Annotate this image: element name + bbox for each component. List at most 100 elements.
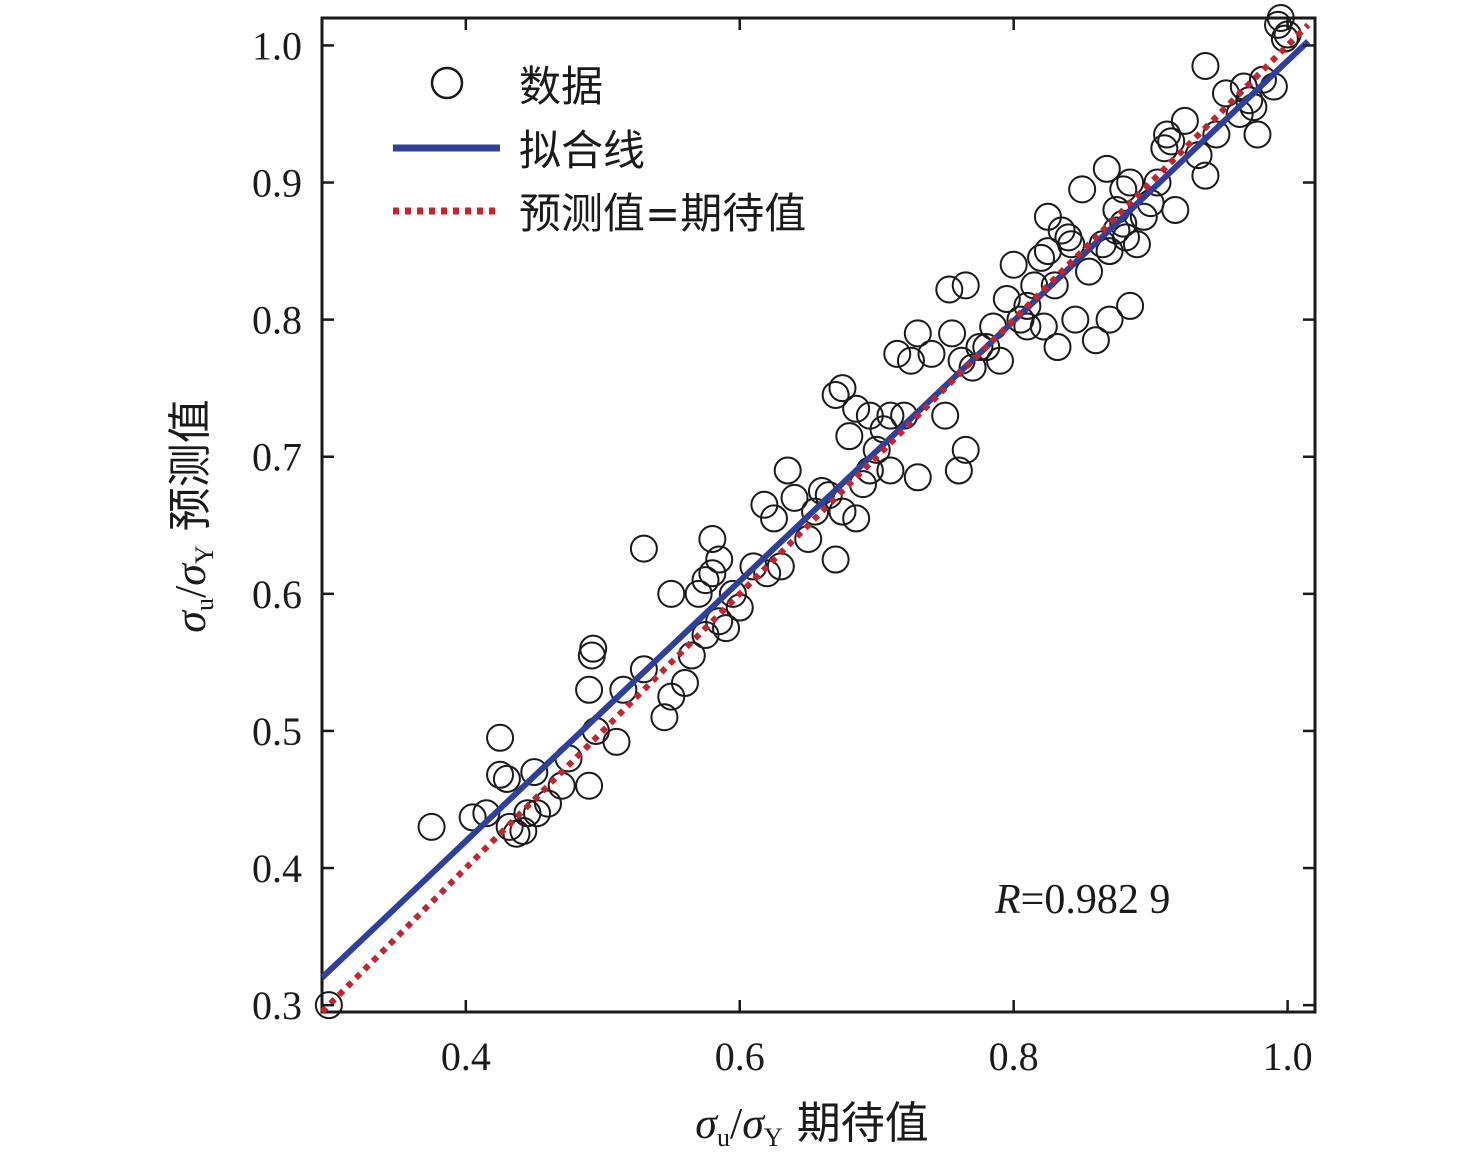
data-point [486, 723, 515, 752]
y-tick-label: 0.6 [252, 572, 302, 617]
x-label-sub-u: u [717, 1123, 730, 1152]
data-point [862, 435, 891, 464]
y-label-text: 预测值 [165, 399, 216, 545]
data-point [992, 285, 1021, 314]
data-point [1191, 51, 1220, 80]
data-point [750, 490, 779, 519]
data-points-layer [314, 4, 1302, 1020]
data-point [1266, 4, 1295, 32]
plot-frame [320, 16, 1317, 1014]
axis-ticks-layer: 0.4 0.6 0.8 1.0 0.3 0.4 0.5 0.6 0.7 0.8 0.9 1.0 [252, 18, 1315, 1079]
data-point [1225, 99, 1254, 128]
data-point [1047, 216, 1076, 245]
legend-label-fit-line: 拟合线 [519, 126, 645, 175]
data-point [1061, 305, 1090, 334]
x-label-slash: / [730, 1099, 743, 1148]
data-point [1116, 291, 1145, 320]
r-value-annotation: R=0.982 9 [994, 877, 1170, 923]
data-point [794, 524, 823, 553]
data-point [917, 339, 946, 368]
data-point [835, 422, 864, 451]
legend-label-identity-line: 预测值=期待值 [519, 189, 806, 238]
y-tick-label: 0.5 [252, 709, 302, 754]
data-point [903, 319, 932, 348]
data-point [691, 566, 720, 595]
data-point [883, 339, 912, 368]
data-point [533, 789, 562, 818]
data-point [985, 346, 1014, 375]
data-point [1143, 168, 1172, 197]
data-point [1202, 120, 1231, 149]
data-point [509, 817, 538, 846]
data-point [1161, 195, 1190, 224]
x-tick-label: 1.0 [1263, 1034, 1313, 1079]
data-point [801, 497, 830, 526]
data-point [842, 504, 871, 533]
data-point [935, 275, 964, 304]
y-tick-label: 0.7 [252, 435, 302, 480]
data-point [828, 374, 857, 403]
y-tick-label: 0.3 [252, 983, 302, 1028]
y-label-sigma-2: σ [166, 562, 215, 586]
x-label-sub-y: Y [764, 1123, 783, 1152]
y-tick-label: 1.0 [252, 23, 302, 68]
data-point [629, 534, 658, 563]
y-label-sigma: σ [166, 609, 215, 633]
data-point [958, 353, 987, 382]
data-point [903, 463, 932, 492]
y-tick-label: 0.9 [252, 161, 302, 206]
data-point [1040, 271, 1069, 300]
data-point [1243, 120, 1272, 149]
data-point [657, 579, 686, 608]
data-point [1150, 134, 1179, 163]
data-point [698, 524, 727, 553]
data-point [1027, 243, 1056, 272]
fit-line [319, 39, 1311, 980]
y-label-sub-y: Y [190, 545, 219, 564]
r-value: =0.982 9 [1021, 877, 1171, 923]
data-point [1057, 230, 1086, 259]
x-axis-label: σu/σY 期待值 [695, 1098, 928, 1152]
x-tick-label: 0.4 [441, 1034, 491, 1079]
data-point [938, 319, 967, 348]
data-point [417, 812, 446, 841]
legend-marker-circle [430, 66, 464, 100]
data-point [821, 381, 850, 410]
data-point [684, 579, 713, 608]
data-point [759, 504, 788, 533]
data-point [1129, 202, 1158, 231]
data-point [965, 333, 994, 362]
data-point [458, 803, 487, 832]
data-point [896, 346, 925, 375]
data-point [705, 545, 734, 574]
data-point [876, 401, 905, 430]
data-point [999, 250, 1028, 279]
data-point [609, 675, 638, 704]
plot-area [320, 16, 1317, 1014]
data-point [718, 579, 747, 608]
data-point [575, 675, 604, 704]
data-point [670, 668, 699, 697]
data-point [1081, 326, 1110, 355]
data-point [1043, 333, 1072, 362]
data-point [773, 456, 802, 485]
data-point [650, 703, 679, 732]
data-point [520, 758, 549, 787]
data-point [821, 545, 850, 574]
data-point [1029, 312, 1058, 341]
data-point [1116, 168, 1145, 197]
data-point [951, 271, 980, 300]
data-point [492, 764, 521, 793]
data-point [1033, 202, 1062, 231]
x-label-text: 期待值 [783, 1098, 929, 1149]
data-point [944, 456, 973, 485]
data-point [842, 394, 871, 423]
identity-line [319, 22, 1311, 1015]
data-point [828, 497, 857, 526]
data-point [314, 991, 343, 1020]
data-point [1068, 175, 1097, 204]
svg-text:σu/σY 预测值: σu/σY 预测值 [165, 399, 219, 632]
data-point [1170, 106, 1199, 135]
legend: 数据 拟合线 预测值=期待值 [393, 62, 806, 238]
data-point [1013, 291, 1042, 320]
